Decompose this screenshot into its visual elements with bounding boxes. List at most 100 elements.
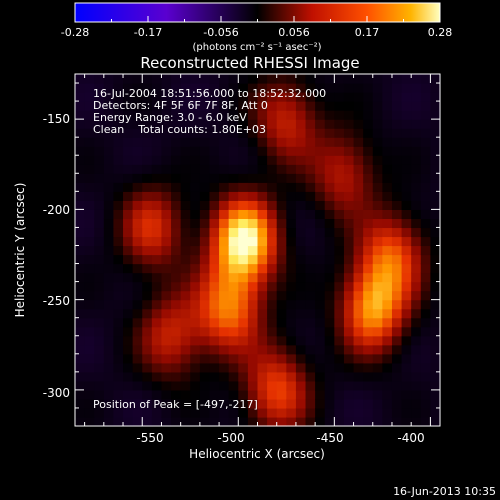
heatmap-cell (247, 182, 259, 192)
heatmap-cell (286, 182, 297, 192)
heatmap-cell (363, 389, 374, 400)
heatmap-cell (247, 110, 259, 120)
heatmap-cell (113, 353, 124, 364)
heatmap-cell (209, 317, 220, 328)
heatmap-cell (391, 191, 403, 201)
heatmap-cell (180, 119, 191, 129)
heatmap-cell (123, 281, 134, 292)
heatmap-cell (247, 101, 259, 111)
heatmap-cell (267, 110, 278, 120)
heatmap-cell (353, 119, 364, 129)
heatmap-cell (286, 173, 297, 183)
heatmap-cell (343, 326, 355, 337)
heatmap-cell (411, 218, 422, 229)
heatmap-cell (257, 137, 268, 147)
heatmap-cell (94, 344, 105, 355)
heatmap-cell (430, 290, 441, 301)
heatmap-cell (190, 299, 201, 310)
heatmap-cell (267, 326, 278, 337)
heatmap-cell (132, 182, 143, 192)
heatmap-cell (324, 416, 335, 427)
heatmap-cell (420, 236, 431, 247)
heatmap-cell (199, 263, 211, 274)
heatmap-cell (84, 263, 95, 274)
heatmap-cell (411, 308, 422, 319)
heatmap-cell (353, 227, 364, 238)
heatmap-cell (142, 155, 153, 165)
heatmap-cell (276, 362, 287, 373)
heatmap-cell (161, 128, 172, 138)
heatmap-cell (199, 398, 211, 409)
heatmap-cell (238, 362, 249, 373)
heatmap-cell (411, 173, 422, 183)
heatmap-cell (75, 362, 86, 373)
heatmap-cell (238, 137, 249, 147)
heatmap-cell (276, 389, 287, 400)
plot-title: Reconstructed RHESSI Image (140, 54, 359, 72)
heatmap-cell (123, 308, 134, 319)
heatmap-cell (334, 254, 345, 265)
heatmap-cell (142, 101, 153, 111)
heatmap-cell (353, 128, 364, 138)
heatmap-cell (391, 128, 403, 138)
heatmap-cell (123, 290, 134, 301)
heatmap-cell (238, 101, 249, 111)
heatmap-cell (353, 182, 364, 192)
heatmap-cell (228, 281, 239, 292)
heatmap-cell (363, 128, 374, 138)
heatmap-cell (219, 326, 230, 337)
heatmap-cell (315, 299, 326, 310)
heatmap-cell (103, 128, 115, 138)
heatmap-cell (94, 227, 105, 238)
heatmap-cell (190, 236, 201, 247)
heatmap-cell (228, 362, 239, 373)
heatmap-cell (295, 299, 307, 310)
heatmap-cell (401, 398, 412, 409)
heatmap-cell (219, 236, 230, 247)
heatmap-cell (171, 146, 182, 156)
heatmap-cell (228, 119, 239, 129)
heatmap-cell (75, 182, 86, 192)
heatmap-cell (238, 146, 249, 156)
heatmap-cell (247, 173, 259, 183)
heatmap-cell (411, 101, 422, 111)
heatmap-cell (411, 164, 422, 174)
heatmap-cell (372, 83, 383, 93)
heatmap-cell (401, 119, 412, 129)
heatmap-cell (94, 272, 105, 283)
heatmap-cell (267, 290, 278, 301)
heatmap-cell (75, 317, 86, 328)
x-tick-label: -550 (136, 431, 163, 445)
heatmap-cell (286, 191, 297, 201)
heatmap-cell (151, 209, 163, 220)
heatmap-cell (286, 119, 297, 129)
heatmap-cell (267, 299, 278, 310)
heatmap-cell (420, 164, 431, 174)
heatmap-cell (324, 254, 335, 265)
heatmap-cell (391, 227, 403, 238)
heatmap-cell (353, 317, 364, 328)
heatmap-cell (315, 344, 326, 355)
heatmap-cell (228, 83, 239, 93)
heatmap-cell (353, 416, 364, 427)
heatmap-cell (257, 218, 268, 229)
heatmap-cell (363, 173, 374, 183)
heatmap-cell (267, 407, 278, 418)
heatmap-cell (305, 182, 316, 192)
heatmap-cell (219, 389, 230, 400)
heatmap-cell (334, 128, 345, 138)
heatmap-cell (267, 200, 278, 210)
heatmap-cell (286, 263, 297, 274)
heatmap-cell (305, 389, 316, 400)
heatmap-cell (353, 164, 364, 174)
heatmap-cell (75, 398, 86, 409)
heatmap-cell (257, 155, 268, 165)
heatmap-cell (430, 146, 441, 156)
heatmap-cell (343, 299, 355, 310)
heatmap-cell (382, 128, 393, 138)
heatmap-cell (103, 236, 115, 247)
heatmap-cell (103, 371, 115, 382)
heatmap-cell (219, 227, 230, 238)
heatmap-cell (334, 380, 345, 391)
heatmap-cell (295, 371, 307, 382)
